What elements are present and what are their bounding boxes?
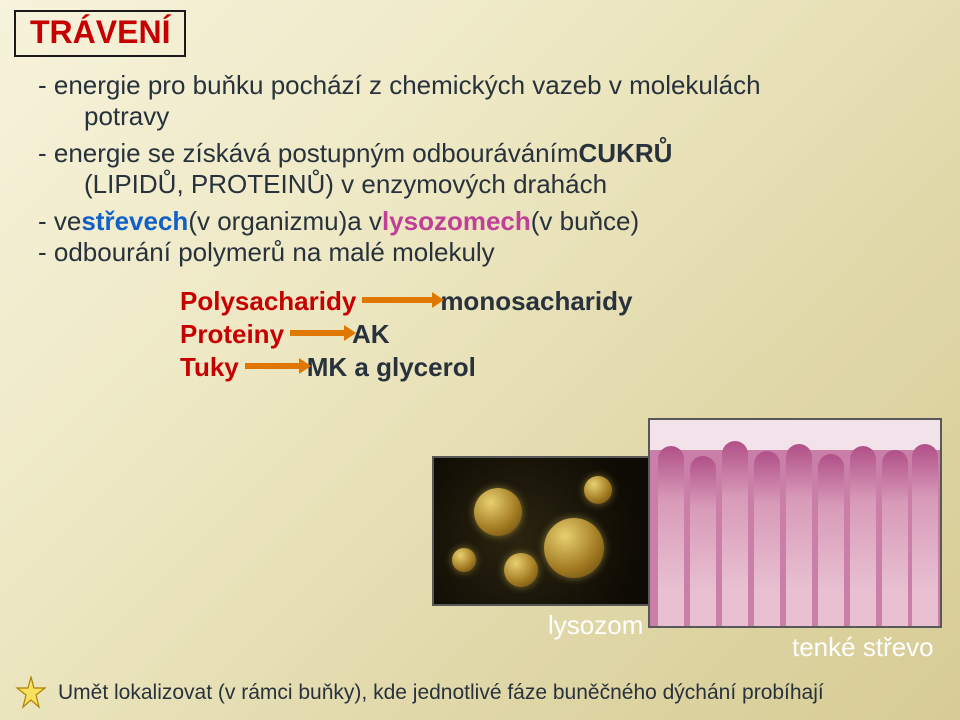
body-text: potravy bbox=[84, 101, 169, 132]
body-text-bold: CUKRŮ bbox=[579, 138, 673, 169]
arrow-icon bbox=[245, 363, 301, 369]
image-fill bbox=[584, 476, 612, 504]
footer: Umět lokalizovat (v rámci buňky), kde je… bbox=[14, 676, 824, 710]
body-text: (v organizmu) bbox=[188, 206, 347, 237]
image-fill bbox=[544, 518, 604, 578]
title-box: TRÁVENÍ bbox=[14, 10, 186, 57]
label-tuky: Tuky bbox=[180, 352, 239, 383]
body-text: - ve bbox=[38, 206, 81, 237]
label-mk-glycerol: MK a glycerol bbox=[307, 352, 476, 383]
footer-text: Umět lokalizovat (v rámci buňky), kde je… bbox=[58, 681, 824, 705]
caption-lysozom: lysozom bbox=[548, 610, 643, 641]
label-monosacharidy: monosacharidy bbox=[440, 286, 632, 317]
arrow-icon bbox=[362, 297, 434, 303]
image-fill bbox=[504, 553, 538, 587]
image-fill bbox=[786, 444, 812, 626]
image-fill bbox=[474, 488, 522, 536]
highlight-strevech: střevech bbox=[81, 206, 188, 237]
body-text: (LIPIDŮ, PROTEINŮ) v enzymových drahách bbox=[84, 169, 607, 200]
highlight-lysozomech: lysozomech bbox=[382, 206, 531, 237]
image-tissue bbox=[648, 418, 942, 628]
image-fill bbox=[912, 444, 938, 626]
label-proteiny: Proteiny bbox=[180, 319, 284, 350]
image-lysozom bbox=[432, 456, 650, 606]
slide-title: TRÁVENÍ bbox=[30, 14, 170, 50]
caption-tissue: tenké střevo bbox=[792, 632, 934, 663]
content-area: - energie pro buňku pochází z chemických… bbox=[38, 70, 930, 383]
image-fill bbox=[658, 446, 684, 626]
image-fill bbox=[452, 548, 476, 572]
image-fill bbox=[434, 458, 648, 604]
image-fill bbox=[818, 454, 844, 626]
image-fill bbox=[690, 456, 716, 626]
body-text: a v bbox=[347, 206, 382, 237]
image-fill bbox=[882, 450, 908, 626]
body-text: - energie se získává postupným odbourává… bbox=[38, 138, 579, 169]
reactions-block: Polysacharidy monosacharidy Proteiny AK … bbox=[38, 286, 930, 383]
image-fill bbox=[850, 446, 876, 626]
label-ak: AK bbox=[352, 319, 390, 350]
image-fill bbox=[754, 451, 780, 626]
arrow-icon bbox=[290, 330, 346, 336]
label-polysacharidy: Polysacharidy bbox=[180, 286, 356, 317]
body-text: (v buňce) bbox=[531, 206, 639, 237]
body-text: - energie pro buňku pochází z chemických… bbox=[38, 70, 761, 101]
star-icon bbox=[14, 676, 48, 710]
image-fill bbox=[722, 441, 748, 626]
body-text: - odbourání polymerů na malé molekuly bbox=[38, 237, 495, 268]
